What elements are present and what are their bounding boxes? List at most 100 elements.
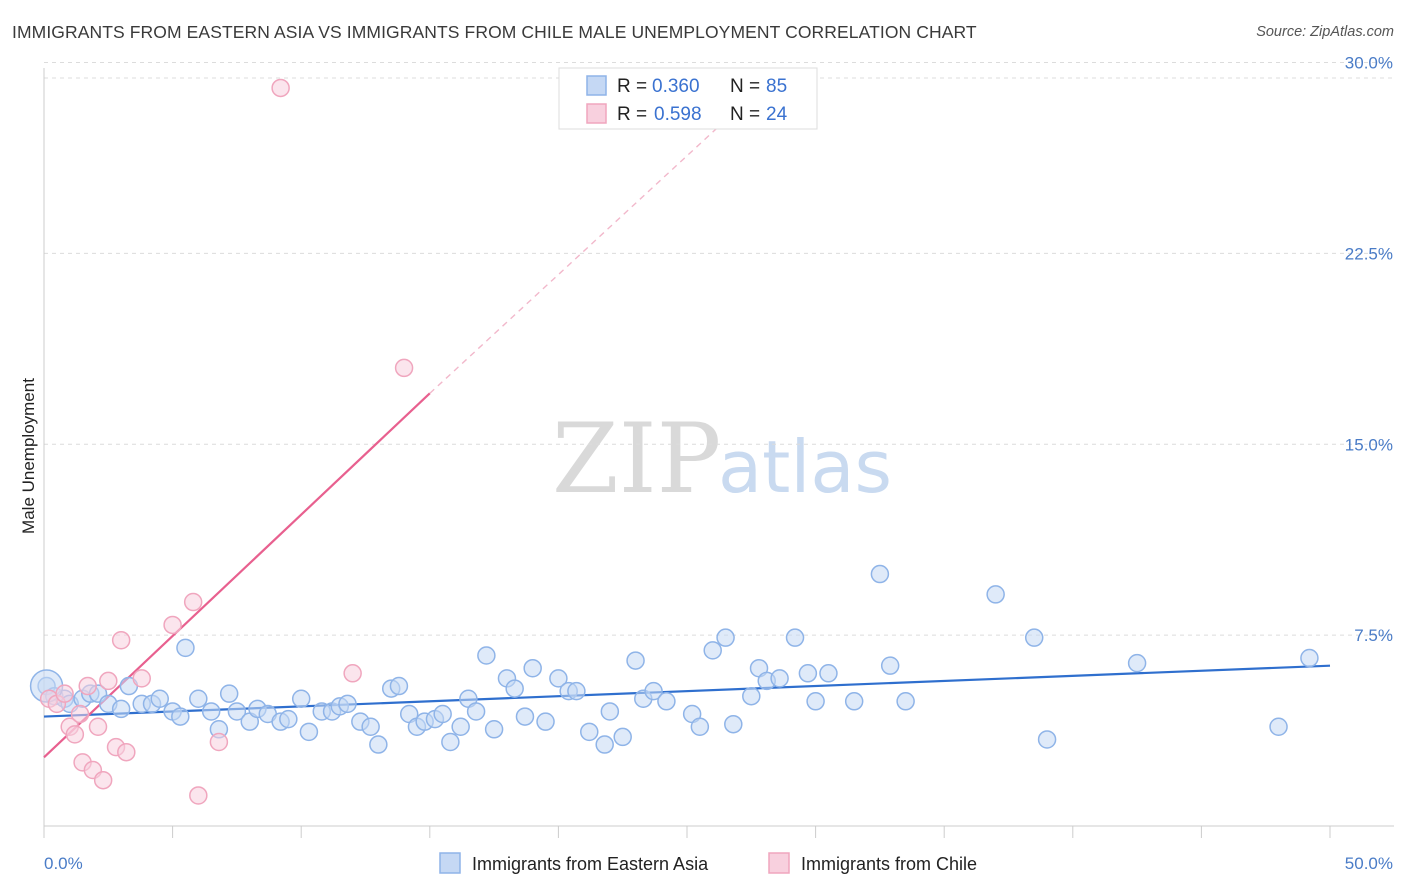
y-tick-labels: 7.5% 15.0% 22.5% 30.0% [1345,54,1393,646]
chile-point [88,717,108,736]
chile-point [183,592,203,612]
eastern-asia-point [595,735,614,754]
eastern-asia-point [742,686,761,706]
eastern-asia-point [870,564,890,584]
eastern-asia-point [785,628,805,647]
eastern-asia-point [291,689,311,708]
eastern-asia-point [171,707,190,726]
chile-point [55,684,74,703]
bottom-legend-label-eastern-asia: Immigrants from Eastern Asia [472,854,709,874]
legend-r-label-2: R = [617,104,647,125]
eastern-asia-point [279,709,298,729]
gridlines [44,62,1394,636]
legend-r-value-1: 0.360 [652,76,700,97]
eastern-asia-point [724,714,743,734]
legend-n-label-2: N = [730,104,760,125]
eastern-asia-point [613,727,632,747]
eastern-asia-point [441,732,460,752]
eastern-asia-point [690,717,710,736]
chile-point [343,664,362,683]
eastern-asia-point [1037,730,1057,749]
eastern-asia-point [844,692,864,711]
eastern-asia-point [369,735,388,754]
eastern-asia-point [189,689,208,708]
eastern-asia-point [549,669,568,688]
eastern-asia-point [1024,628,1044,647]
eastern-asia-point [880,656,900,675]
eastern-asia-point [338,694,357,714]
y-tick-label-0: 7.5% [1354,626,1393,645]
chile-point [99,671,118,691]
chile-point [163,615,182,635]
eastern-asia-point [299,722,319,742]
watermark-zip: ZIP [552,403,721,515]
chart-source: Source: ZipAtlas.com [1256,24,1394,40]
series-eastern-asia-points [29,564,1319,754]
eastern-asia-point [201,702,221,721]
eastern-asia-point [451,717,470,736]
eastern-asia-point [798,664,818,683]
bottom-legend-swatch-chile [768,852,790,874]
eastern-asia-point [896,692,915,711]
watermark: ZIP atlas [552,403,892,515]
chile-point [209,732,229,752]
legend-n-value-1: 85 [766,76,787,97]
eastern-asia-point [1127,653,1147,673]
eastern-asia-point [1269,717,1288,736]
bottom-legend: Immigrants from Eastern Asia Immigrants … [439,852,977,874]
watermark-atlas: atlas [718,425,892,509]
eastern-asia-point [477,646,496,665]
eastern-asia-point [505,679,524,698]
legend-n-value-2: 24 [766,104,788,125]
eastern-asia-point [361,717,380,736]
bottom-legend-swatch-eastern-asia [439,852,461,874]
y-axis-label: Male Unemployment [19,378,38,534]
eastern-asia-point [806,692,825,711]
eastern-asia-point [626,651,645,670]
legend-swatch-chile [586,103,607,124]
eastern-asia-point [523,658,542,678]
chile-point [117,742,136,762]
eastern-asia-point [466,702,486,721]
eastern-asia-point [567,681,586,701]
legend: R = 0.360 N = 85 R = 0.598 N = 24 [558,67,818,130]
series-chile-points [39,78,414,805]
chile-point [132,669,151,688]
x-tick-label-min: 0.0% [44,854,83,873]
x-tick-label-max: 50.0% [1345,854,1393,873]
chile-point [394,358,414,378]
eastern-asia-point [644,681,663,701]
chart-title: IMMIGRANTS FROM EASTERN ASIA VS IMMIGRAN… [12,22,977,42]
legend-n-label-1: N = [730,76,760,97]
eastern-asia-point [433,704,452,724]
eastern-asia-point [536,712,555,731]
chile-point [93,770,113,790]
x-tick-marks [43,826,1331,838]
y-tick-label-1: 15.0% [1345,435,1393,454]
chile-point [271,78,290,98]
eastern-asia-point [176,638,195,658]
y-tick-label-3: 30.0% [1345,54,1393,73]
legend-swatch-eastern-asia [586,75,607,96]
eastern-asia-point [389,676,409,696]
legend-r-label-1: R = [617,76,647,97]
eastern-asia-point [111,699,131,719]
bottom-legend-label-chile: Immigrants from Chile [801,854,977,874]
y-tick-label-2: 22.5% [1345,244,1393,263]
eastern-asia-point [657,692,676,711]
eastern-asia-point [484,720,504,739]
eastern-asia-point [819,664,838,683]
eastern-asia-point [580,722,599,742]
chile-point [189,786,208,805]
eastern-asia-point [1300,648,1319,668]
trend-line-chile-extension [429,107,739,394]
legend-r-value-2: 0.598 [654,104,702,125]
eastern-asia-point [150,689,169,708]
chile-point [65,725,85,744]
eastern-asia-point [219,684,239,703]
chile-point [70,704,90,724]
chile-point [111,630,131,650]
eastern-asia-point [515,707,535,726]
eastern-asia-point [703,641,722,660]
eastern-asia-point [716,628,735,647]
